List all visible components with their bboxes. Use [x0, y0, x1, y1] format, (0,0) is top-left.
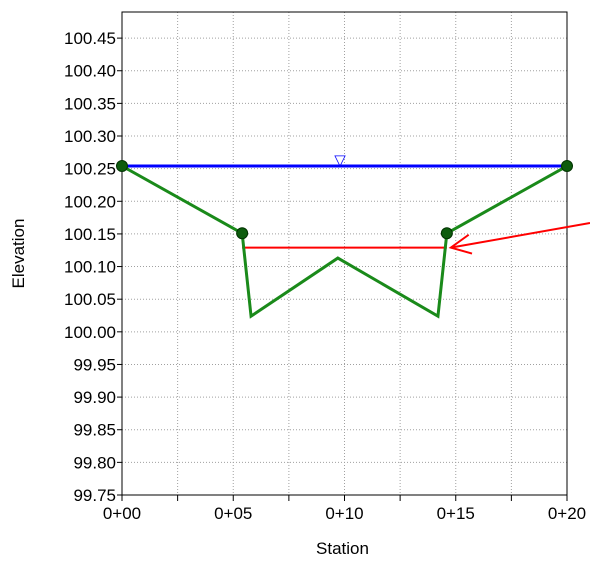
- y-tick-label: 100.35: [64, 94, 116, 113]
- y-tick-label: 100.40: [64, 62, 116, 81]
- x-tick-label: 0+00: [103, 504, 141, 523]
- ground-profile-point: [116, 160, 128, 173]
- ground-profile-point: [440, 227, 453, 240]
- y-tick-label: 99.95: [73, 355, 116, 374]
- y-tick-label: 100.05: [64, 290, 116, 309]
- annotation-arrow-head: [448, 233, 473, 255]
- ground-profile-point: [561, 160, 573, 173]
- y-tick-label: 100.30: [64, 127, 116, 146]
- x-tick-label: 0+20: [548, 504, 586, 523]
- annotation-arrow-shaft: [450, 222, 590, 249]
- y-axis-title: Elevation: [9, 219, 28, 289]
- y-tick-label: 99.80: [73, 453, 116, 472]
- y-tick-label: 99.90: [73, 388, 116, 407]
- y-tick-label: 100.00: [64, 323, 116, 342]
- y-tick-label: 100.20: [64, 192, 116, 211]
- y-tick-label: 99.75: [73, 486, 116, 505]
- ground-profile-point: [236, 227, 249, 240]
- x-tick-label: 0+10: [325, 504, 363, 523]
- y-tick-label: 100.10: [64, 258, 116, 277]
- water-surface-symbol: ▽: [334, 151, 346, 169]
- x-tick-label: 0+05: [214, 504, 252, 523]
- y-tick-label: 100.45: [64, 29, 116, 48]
- x-tick-label: 0+15: [437, 504, 475, 523]
- y-tick-label: 100.15: [64, 225, 116, 244]
- x-axis-title: Station: [316, 539, 369, 558]
- y-tick-label: 100.25: [64, 160, 116, 179]
- y-tick-label: 99.85: [73, 421, 116, 440]
